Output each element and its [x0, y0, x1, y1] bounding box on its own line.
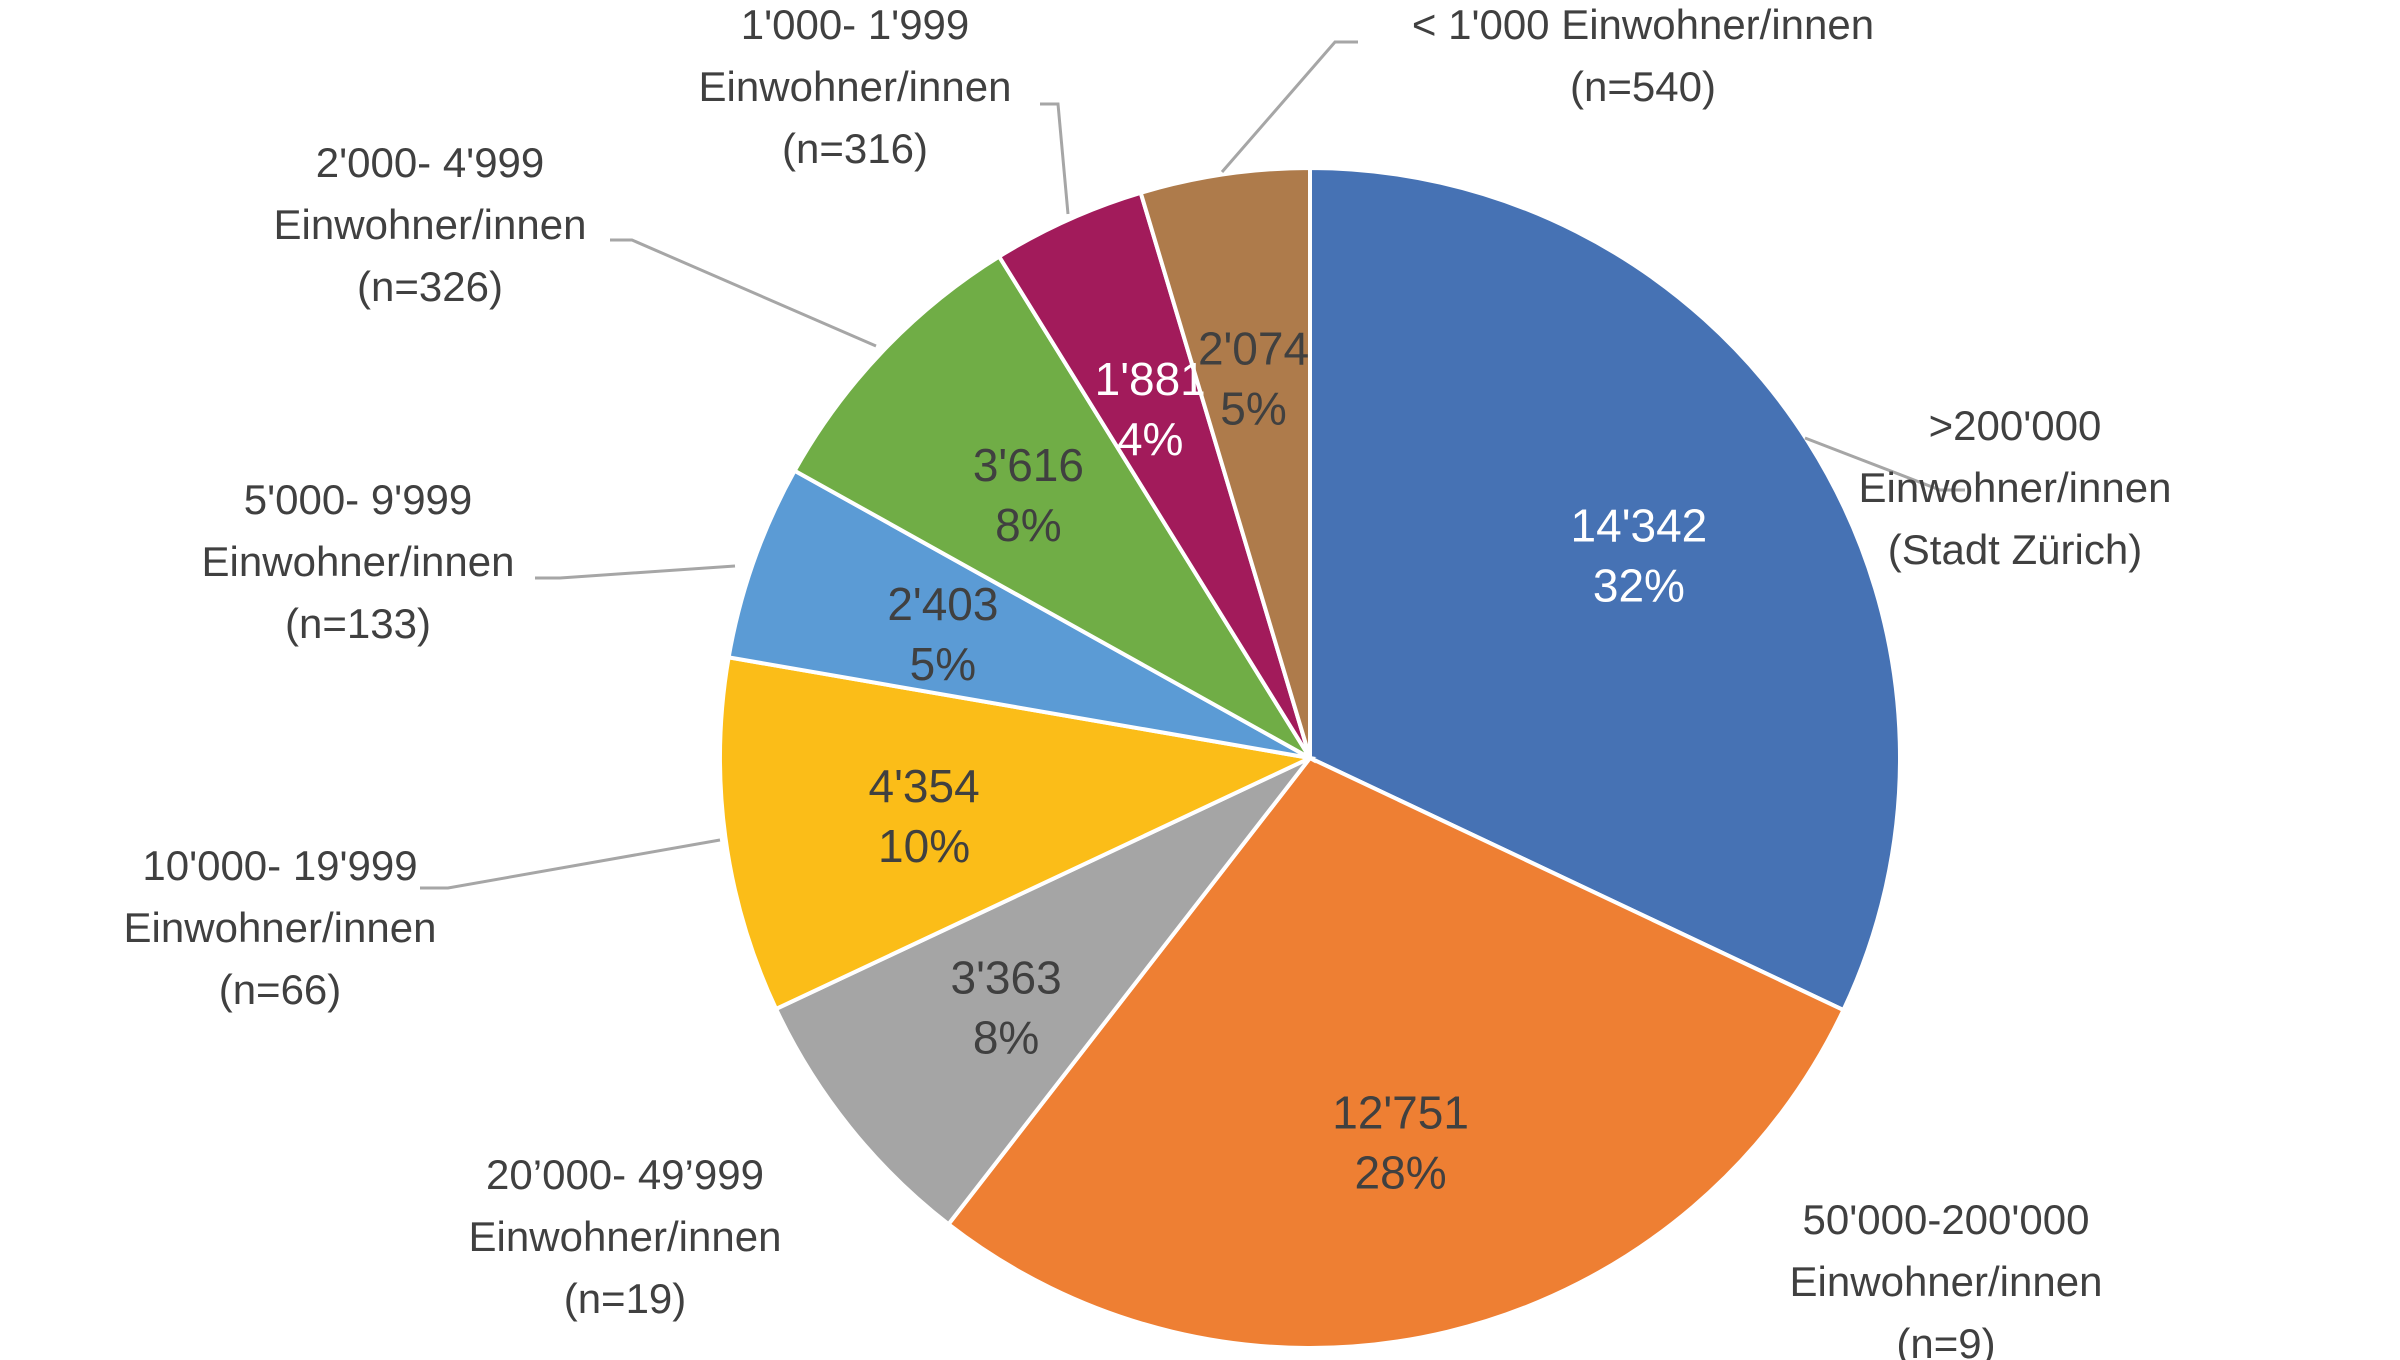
data-label-value: 3'363 [951, 951, 1062, 1003]
pie-slice-0 [1308, 165, 1903, 1013]
leader-line-3 [420, 838, 721, 890]
data-label-1: 12'751 28% [1332, 1087, 1469, 1199]
category-label-line: Einwohner/innen [469, 1213, 782, 1260]
category-label-line: Einwohner/innen [1790, 1258, 2103, 1305]
category-labels-layer: >200'000 Einwohner/innen (Stadt Zürich) 50'… [124, 1, 2172, 1360]
category-label-line: Einwohner/innen [274, 201, 587, 248]
leader-line-4 [535, 564, 736, 580]
pie-slice-5 [791, 253, 1316, 764]
category-label-line: 1'000- 1'999 [741, 1, 970, 48]
category-label-line: Einwohner/innen [202, 538, 515, 585]
category-label-line: Einwohner/innen [699, 63, 1012, 110]
data-label-percent: 5% [1220, 383, 1286, 435]
category-label-line: 20’000- 49’999 [486, 1151, 764, 1198]
data-label-percent: 10% [878, 820, 970, 872]
data-label-value: 14'342 [1571, 500, 1708, 552]
data-label-4: 2'403 5% [887, 578, 998, 690]
data-label-value: 2'074 [1198, 323, 1309, 375]
category-label-1: 50'000-200'000 Einwohner/innen (n=9) [1790, 1196, 2103, 1360]
leader-line-5 [610, 238, 877, 348]
data-label-3: 4'354 10% [869, 760, 980, 872]
category-label-line: 50'000-200'000 [1803, 1196, 2090, 1243]
category-label-4: 5'000- 9'999 Einwohner/innen (n=133) [202, 476, 515, 647]
category-label-line: (n=540) [1570, 63, 1716, 110]
category-label-2: 20’000- 49’999 Einwohner/innen (n=19) [469, 1151, 782, 1322]
leader-lines-layer [420, 40, 1965, 890]
category-label-line: Einwohner/innen [124, 904, 437, 951]
category-label-3: 10'000- 19'999 Einwohner/innen (n=66) [124, 842, 437, 1013]
category-label-5: 2'000- 4'999 Einwohner/innen (n=326) [274, 139, 587, 310]
pie-slice-7 [1138, 165, 1312, 759]
pie-slice-2 [773, 756, 1312, 1228]
data-label-7: 2'074 5% [1198, 323, 1309, 435]
category-label-line: (n=316) [782, 125, 928, 172]
data-labels-layer: 14'342 32% 12'751 28% 3'363 8% 4'354 10% 2'403 5%… [869, 323, 1708, 1199]
category-label-line: (n=326) [357, 263, 503, 310]
data-label-percent: 8% [995, 499, 1061, 551]
pie-slice-4 [726, 467, 1311, 760]
data-label-5: 3'616 8% [973, 439, 1084, 551]
category-label-line: >200'000 [1929, 402, 2102, 449]
data-label-value: 3'616 [973, 439, 1084, 491]
pie-slice-1 [945, 755, 1847, 1350]
category-label-line: (n=9) [1896, 1320, 1995, 1360]
data-label-0: 14'342 32% [1571, 500, 1708, 612]
category-label-line: (n=19) [564, 1275, 687, 1322]
category-label-7: < 1'000 Einwohner/innen (n=540) [1412, 1, 1874, 110]
slices-layer [718, 165, 1903, 1350]
category-label-0: >200'000 Einwohner/innen (Stadt Zürich) [1859, 402, 2172, 573]
category-label-line: 10'000- 19'999 [142, 842, 417, 889]
category-label-line: (n=66) [219, 966, 342, 1013]
category-label-line: Einwohner/innen [1859, 464, 2172, 511]
category-label-line: (Stadt Zürich) [1888, 526, 2142, 573]
category-label-line: 2'000- 4'999 [316, 139, 545, 186]
data-label-value: 4'354 [869, 760, 980, 812]
category-label-6: 1'000- 1'999 Einwohner/innen (n=316) [699, 1, 1012, 172]
data-label-percent: 28% [1355, 1147, 1447, 1199]
data-label-percent: 8% [973, 1011, 1039, 1063]
pie-slice-3 [718, 655, 1317, 1012]
data-label-2: 3'363 8% [951, 951, 1062, 1063]
leader-line-6 [1040, 102, 1070, 215]
leader-line-0 [1804, 436, 1965, 492]
data-label-value: 2'403 [887, 578, 998, 630]
data-label-percent: 4% [1117, 413, 1183, 465]
leader-line-7 [1220, 40, 1358, 173]
category-label-line: (n=133) [285, 600, 431, 647]
data-label-value: 12'751 [1332, 1087, 1469, 1139]
data-label-percent: 5% [910, 638, 976, 690]
data-label-percent: 32% [1593, 560, 1685, 612]
data-label-value: 1'881 [1095, 353, 1206, 405]
category-label-line: < 1'000 Einwohner/innen [1412, 1, 1874, 48]
category-label-line: 5'000- 9'999 [244, 476, 473, 523]
data-label-6: 1'881 4% [1095, 353, 1206, 465]
